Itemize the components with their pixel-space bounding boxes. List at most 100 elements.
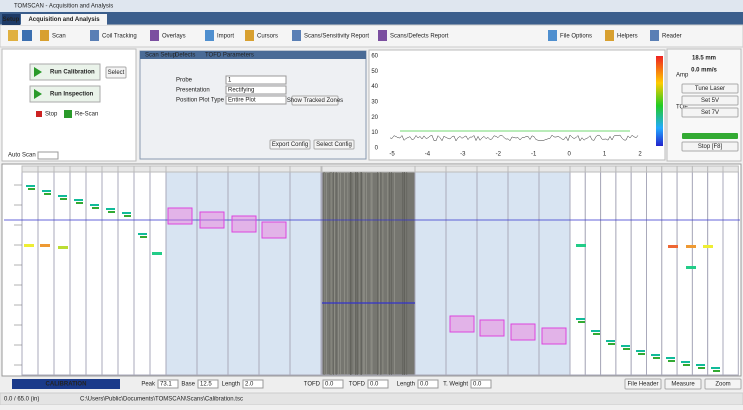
panel-button[interactable] [681, 107, 739, 118]
indication [261, 221, 287, 239]
field-input[interactable] [225, 85, 287, 95]
scan-strip [21, 171, 39, 376]
scan-strip [414, 171, 447, 376]
field-input[interactable] [225, 95, 287, 105]
strip-header [600, 165, 617, 173]
scan-strip [53, 171, 71, 376]
scan-strip [584, 171, 602, 376]
field-value: Rectifying [228, 88, 254, 94]
strip-header [53, 165, 71, 173]
scan-strip [258, 171, 291, 376]
status-text: 0.0 / 65.0 (in) [4, 397, 39, 403]
strip-header [691, 165, 709, 173]
auto-scan-input[interactable] [37, 151, 59, 160]
graph-x-tick: -4 [425, 152, 431, 158]
field-input[interactable] [470, 379, 492, 389]
dialog-tab: Scan Setup [145, 53, 177, 59]
field-value: 12.5 [200, 382, 212, 388]
tab[interactable] [2, 14, 20, 25]
marker [696, 364, 705, 366]
toolbar-icon[interactable] [650, 30, 659, 41]
indication [199, 211, 225, 229]
scan-strip [227, 171, 260, 376]
strip-header [165, 165, 198, 173]
field-value: 2.0 [245, 382, 254, 388]
toolbar-icon[interactable] [245, 30, 254, 41]
strip-header [569, 165, 586, 173]
rescan-icon[interactable] [64, 110, 72, 118]
bottom-button[interactable] [704, 378, 742, 390]
dialog-button[interactable] [313, 139, 355, 150]
bottom-button[interactable] [624, 378, 662, 390]
scan-strip [117, 171, 135, 376]
marker [74, 199, 83, 201]
panel-button-label: Set 7V [701, 110, 719, 116]
scan-strip [289, 171, 322, 376]
marker [623, 348, 630, 350]
run-button[interactable] [29, 85, 101, 103]
scan-strip [707, 171, 724, 376]
graph-panel [368, 49, 666, 161]
toolbar-icon[interactable] [40, 30, 49, 41]
marker [140, 236, 147, 238]
scan-strip [569, 171, 586, 376]
toolbar-button: Coil Tracking [102, 34, 137, 40]
field-value: 73.1 [160, 382, 172, 388]
panel-button[interactable] [681, 83, 739, 94]
marker [106, 208, 115, 210]
field-input[interactable] [157, 379, 179, 389]
bottom-button-label: Measure [671, 382, 695, 388]
dialog-button[interactable] [269, 139, 311, 150]
panel-button[interactable] [681, 141, 739, 152]
stop-icon[interactable] [36, 111, 42, 117]
toolbar-icon[interactable] [548, 30, 557, 41]
toolbar-icon[interactable] [205, 30, 214, 41]
dialog-button-label: Select Config [316, 142, 352, 148]
run-button[interactable] [29, 63, 101, 81]
panel-button-label: Stop [F8] [698, 144, 723, 150]
toolbar-button: Overlays [162, 34, 186, 40]
field-input[interactable] [322, 379, 344, 389]
graph-x-tick: -2 [496, 152, 502, 158]
field-input[interactable] [417, 379, 439, 389]
toolbar-icon[interactable] [150, 30, 159, 41]
field-input[interactable] [242, 379, 264, 389]
mode-box [12, 379, 120, 389]
field-input[interactable] [197, 379, 219, 389]
scan-strip [476, 171, 509, 376]
dialog-button[interactable] [291, 95, 339, 106]
marker [651, 354, 660, 356]
play-icon[interactable] [34, 67, 42, 77]
toolbar-icon[interactable] [292, 30, 301, 41]
field-input[interactable] [225, 75, 287, 85]
toolbar-icon[interactable] [90, 30, 99, 41]
bottom-button[interactable] [664, 378, 702, 390]
strip-header [538, 165, 571, 173]
toolbar-icon[interactable] [22, 30, 32, 41]
play-icon[interactable] [34, 89, 42, 99]
field-label: Position Plot Type [176, 98, 225, 104]
marker [578, 321, 585, 323]
readout: 18.5 mm [692, 56, 716, 62]
scan-strip [165, 171, 198, 376]
field-input[interactable] [367, 379, 389, 389]
toolbar-icon[interactable] [605, 30, 614, 41]
tab[interactable] [21, 14, 107, 25]
toolbar-icon[interactable] [8, 30, 18, 41]
panel-button[interactable] [681, 95, 739, 106]
title-bar [0, 0, 743, 12]
marker [591, 330, 600, 332]
field-value: 1 [228, 78, 232, 84]
marker [44, 193, 51, 195]
auto-scan-label: Auto Scan [8, 153, 36, 159]
toolbar-button: Import [217, 34, 234, 40]
graph-y-tick: 50 [371, 69, 378, 75]
strip-header [584, 165, 602, 173]
marker [703, 245, 713, 248]
field-value: 0.0 [325, 382, 334, 388]
indication [231, 215, 257, 233]
toolbar-icon[interactable] [378, 30, 387, 41]
marker [576, 318, 585, 320]
field-value: 0.0 [370, 382, 379, 388]
select-button[interactable] [105, 66, 127, 79]
